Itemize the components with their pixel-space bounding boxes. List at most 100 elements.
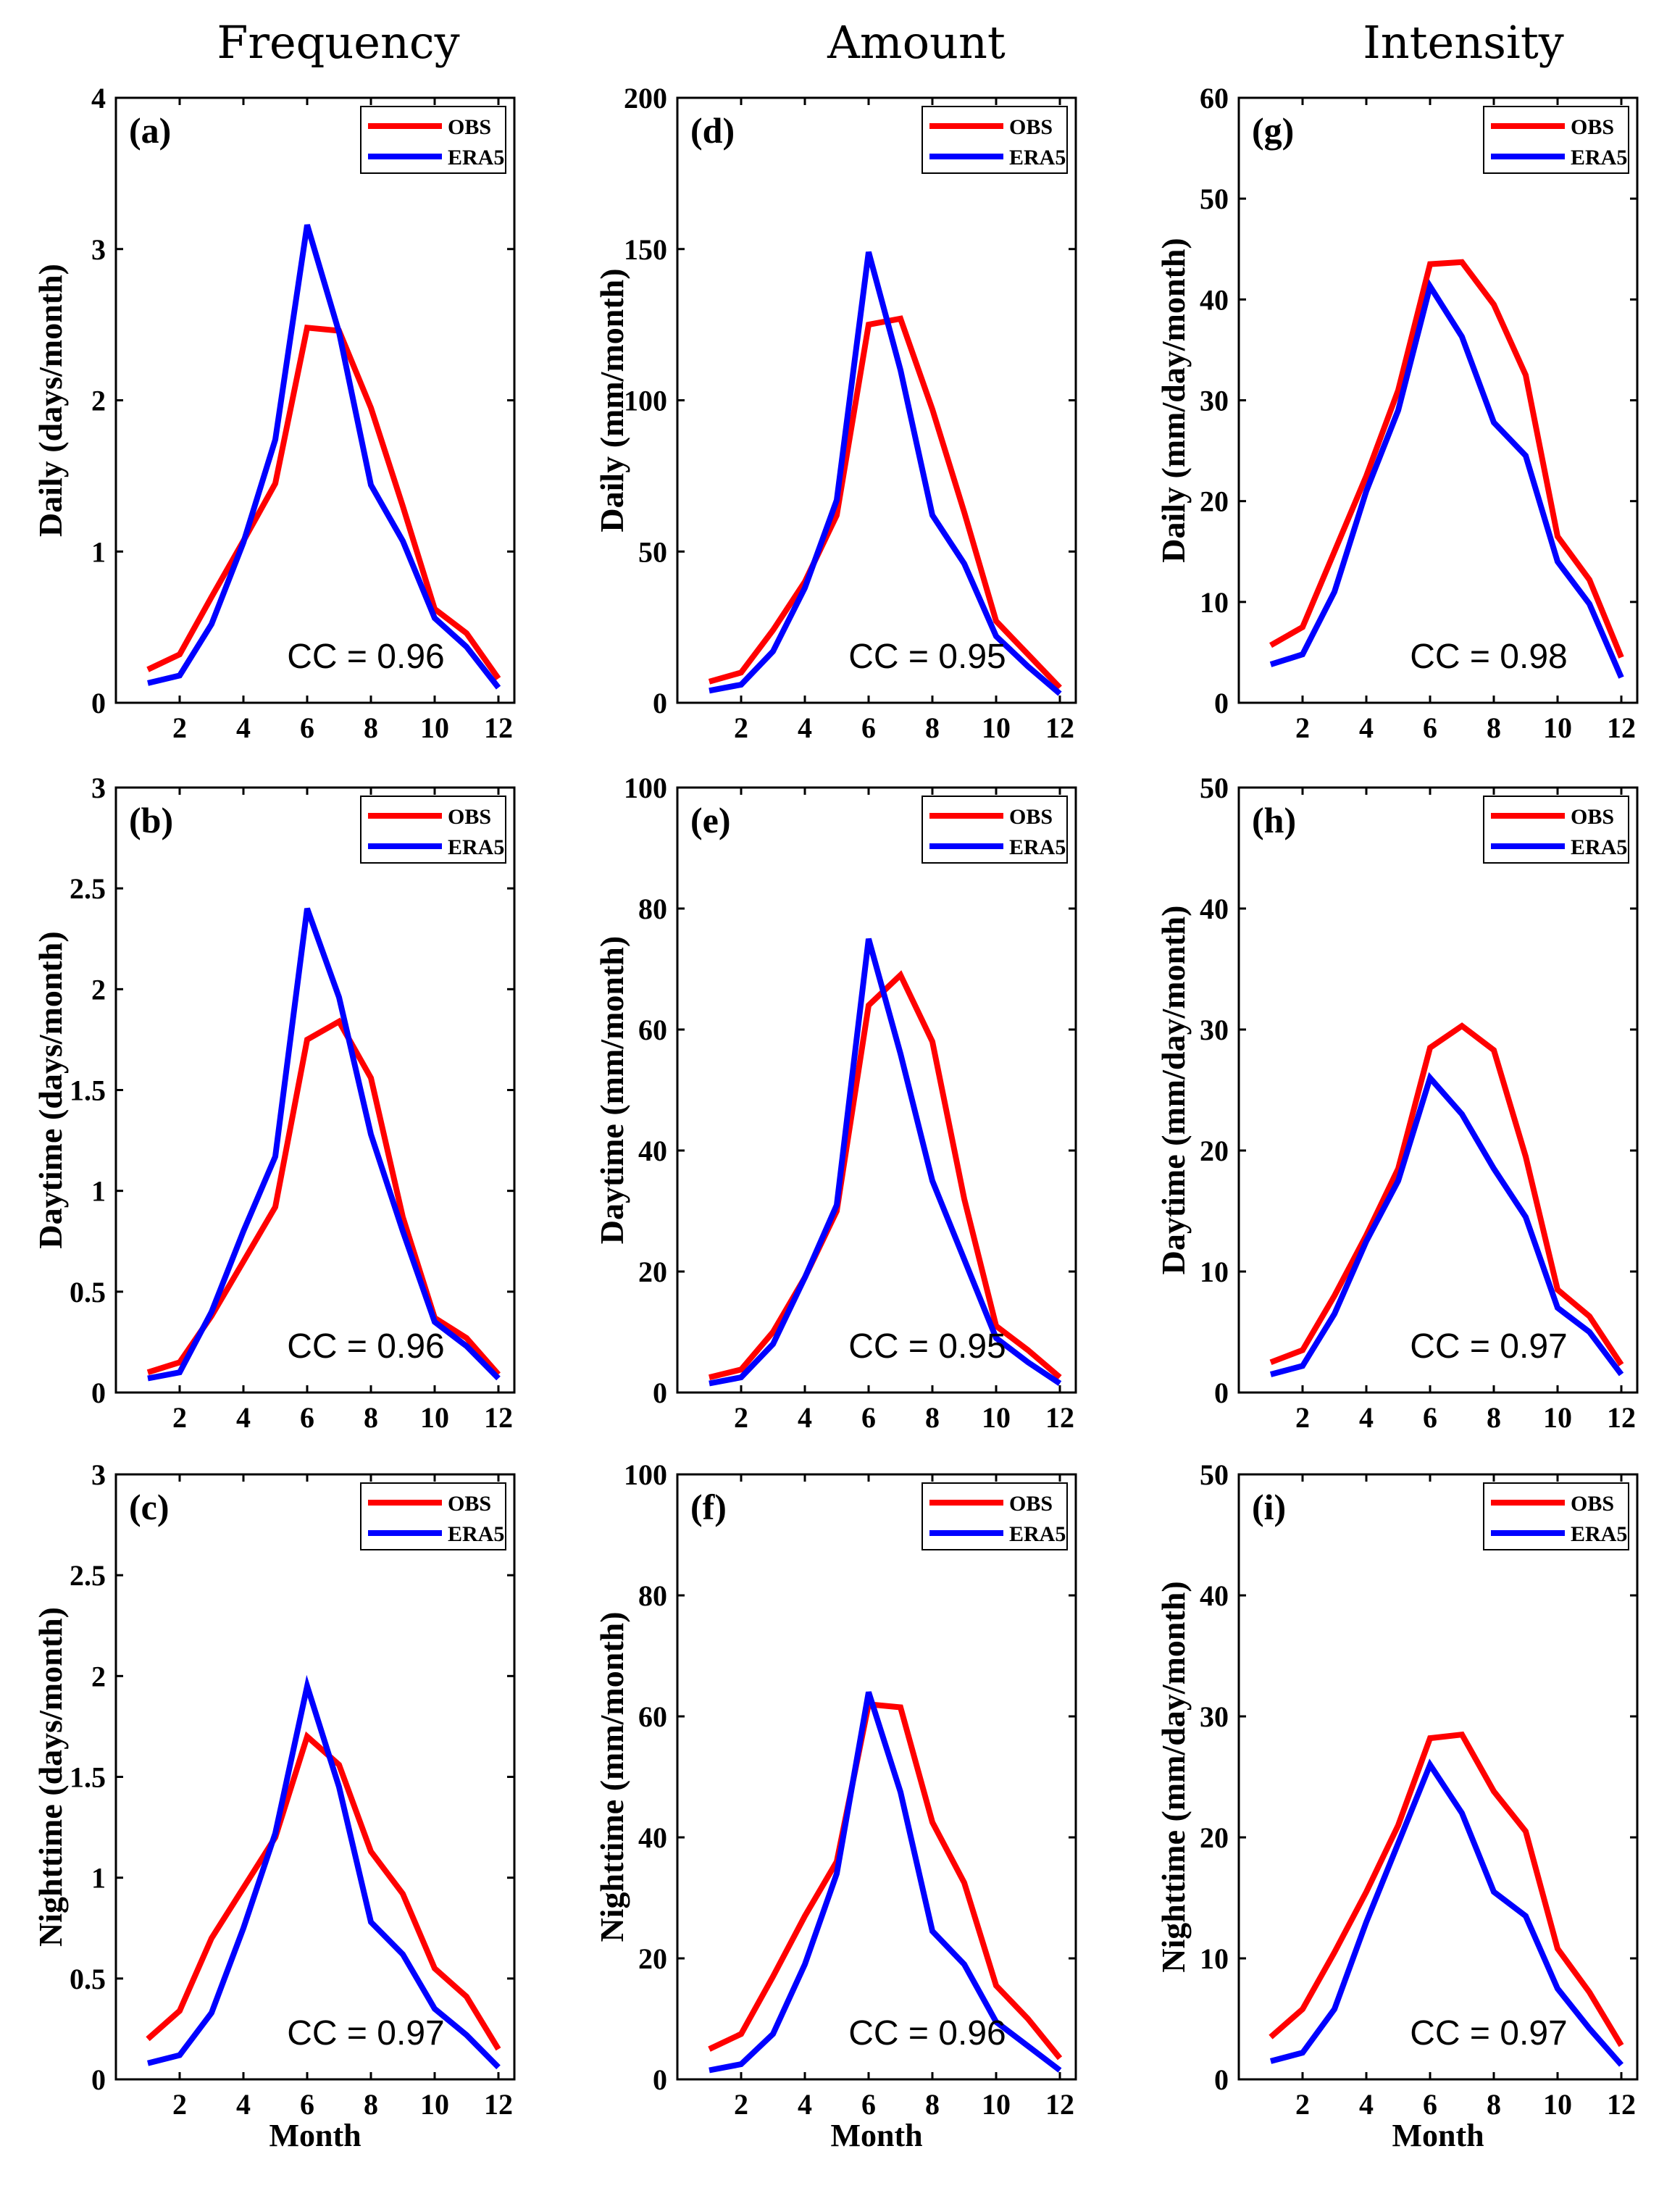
ytick-label-e: 100 — [624, 772, 667, 804]
xtick-label-a: 12 — [484, 711, 513, 744]
cc-annotation-a: CC = 0.96 — [287, 638, 444, 676]
ytick-label-g: 30 — [1200, 385, 1229, 417]
ytick-label-b: 2.5 — [70, 872, 106, 905]
xtick-label-i: 8 — [1487, 2088, 1501, 2121]
ytick-label-f: 60 — [638, 1700, 667, 1733]
panel-label-a: (a) — [129, 110, 171, 151]
ylabel-d: Daily (mm/month) — [593, 268, 630, 532]
ylabel-f: Nighttime (mm/month) — [593, 1611, 630, 1942]
cc-annotation-i: CC = 0.97 — [1410, 2014, 1567, 2053]
ytick-label-f: 100 — [624, 1458, 667, 1491]
ytick-label-i: 10 — [1200, 1942, 1229, 1975]
xtick-label-d: 8 — [925, 711, 940, 744]
series-line-era5-e — [709, 938, 1062, 1387]
xtick-label-b: 10 — [420, 1401, 449, 1434]
xtick-label-f: 6 — [861, 2088, 876, 2121]
legend-label-obs-h: OBS — [1571, 805, 1614, 829]
axes-box-b — [114, 786, 516, 1394]
panel-h: 0 10 20 30 40 50 2 4 6 8 10 12 Daytime (mm/day/month… — [1155, 772, 1639, 1434]
panel-c: 0 0.5 1 1.5 2 2.5 3 2 4 6 8 10 12 Nighttime (days/mon… — [32, 1458, 516, 2153]
ytick-label-g: 0 — [1214, 687, 1229, 719]
axes-box-e — [676, 786, 1077, 1394]
legend-label-era5-b: ERA5 — [448, 835, 504, 859]
series-line-era5-i — [1269, 1758, 1624, 2067]
ytick-label-c: 1 — [91, 1862, 106, 1895]
axes-box-g — [1237, 96, 1639, 704]
legend-label-obs-d: OBS — [1009, 115, 1053, 139]
series-line-obs-g — [1269, 259, 1624, 659]
ylabel-i: Nighttime (mm/day/month) — [1155, 1581, 1192, 1972]
legend-box-g — [1483, 106, 1629, 174]
ytick-label-f: 0 — [653, 2063, 667, 2096]
ytick-label-b: 1.5 — [70, 1074, 106, 1107]
ytick-label-d: 0 — [653, 687, 667, 719]
ytick-label-c: 1.5 — [70, 1761, 106, 1794]
xtick-label-c: 6 — [300, 2088, 314, 2121]
xtick-label-d: 2 — [734, 711, 748, 744]
xtick-label-g: 12 — [1607, 711, 1636, 744]
panel-e: 0 20 40 60 80 100 2 4 6 8 10 12 Daytime (mm/month) (e… — [593, 772, 1077, 1434]
xtick-label-g: 4 — [1359, 711, 1374, 744]
xtick-label-c: 2 — [172, 2088, 187, 2121]
axes-box-a — [114, 96, 516, 704]
xtick-label-a: 8 — [364, 711, 378, 744]
series-line-obs-h — [1269, 1022, 1624, 1366]
ytick-label-b: 0 — [91, 1377, 106, 1409]
cc-annotation-g: CC = 0.98 — [1410, 638, 1567, 676]
ytick-label-e: 0 — [653, 1377, 667, 1409]
panel-g: 0 10 20 30 40 50 60 2 4 6 8 10 12 Daily (mm/day/month… — [1155, 82, 1639, 744]
xtick-label-h: 2 — [1295, 1401, 1310, 1434]
ytick-label-e: 20 — [638, 1256, 667, 1288]
xtick-label-f: 12 — [1045, 2088, 1074, 2121]
series-line-obs-i — [1269, 1731, 1624, 2047]
xtick-label-f: 10 — [982, 2088, 1011, 2121]
legend-box-a — [360, 106, 506, 174]
xtick-label-i: 4 — [1359, 2088, 1374, 2121]
xlabel-i: Month — [1392, 2118, 1484, 2153]
xtick-label-g: 10 — [1543, 711, 1572, 744]
xtick-label-b: 6 — [300, 1401, 314, 1434]
xtick-label-e: 2 — [734, 1401, 748, 1434]
ytick-label-h: 50 — [1200, 772, 1229, 804]
xtick-label-g: 2 — [1295, 711, 1310, 744]
ylabel-b: Daytime (days/month) — [32, 931, 69, 1248]
axes-box-f — [676, 1473, 1077, 2081]
ytick-label-e: 40 — [638, 1135, 667, 1167]
ytick-label-a: 4 — [91, 82, 106, 114]
ytick-label-f: 80 — [638, 1579, 667, 1612]
legend-label-era5-d: ERA5 — [1009, 146, 1066, 170]
xtick-label-i: 2 — [1295, 2088, 1310, 2121]
ytick-label-a: 0 — [91, 687, 106, 719]
legend-box-h — [1483, 796, 1629, 864]
panel-label-i: (i) — [1252, 1487, 1286, 1527]
axes-box-i — [1237, 1473, 1639, 2081]
xtick-label-h: 12 — [1607, 1401, 1636, 1434]
legend-label-obs-e: OBS — [1009, 805, 1053, 829]
xlabel-f: Month — [830, 2118, 922, 2153]
ytick-label-b: 0.5 — [70, 1276, 106, 1308]
ytick-label-g: 10 — [1200, 586, 1229, 619]
xtick-label-h: 10 — [1543, 1401, 1572, 1434]
legend-label-obs-a: OBS — [448, 115, 491, 139]
legend-label-obs-i: OBS — [1571, 1492, 1614, 1516]
series-line-obs-f — [708, 1700, 1063, 2061]
ytick-label-c: 2 — [91, 1660, 106, 1692]
panel-label-h: (h) — [1252, 800, 1296, 840]
ytick-label-d: 50 — [638, 535, 667, 568]
ylabel-a: Daily (days/month) — [32, 264, 69, 537]
ytick-label-c: 3 — [91, 1458, 106, 1491]
xtick-label-i: 10 — [1543, 2088, 1572, 2121]
ytick-label-d: 200 — [624, 82, 667, 114]
ytick-label-a: 3 — [91, 233, 106, 266]
ytick-label-i: 0 — [1214, 2063, 1229, 2096]
ytick-label-a: 2 — [91, 385, 106, 417]
xtick-label-b: 4 — [236, 1401, 251, 1434]
ytick-label-d: 150 — [624, 233, 667, 266]
ytick-label-i: 20 — [1200, 1821, 1229, 1854]
ytick-label-h: 30 — [1200, 1014, 1229, 1046]
panel-label-e: (e) — [690, 800, 731, 840]
cc-annotation-h: CC = 0.97 — [1410, 1327, 1567, 1366]
legend-box-f — [922, 1482, 1068, 1550]
xtick-label-c: 8 — [364, 2088, 378, 2121]
legend-label-obs-g: OBS — [1571, 115, 1614, 139]
